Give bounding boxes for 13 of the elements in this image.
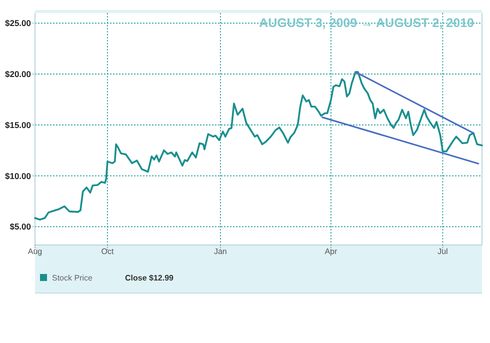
y-tick-label: $10.00 (5, 170, 32, 181)
legend-label: Stock Price (52, 274, 94, 282)
annotation: AUGUST 3, 2009 → AUGUST 2, 2010 (259, 16, 474, 30)
x-tick-label: Aug (28, 247, 42, 256)
x-tick-label: Apr (324, 247, 338, 256)
y-tick-label: $15.00 (5, 120, 32, 130)
y-tick-label: $20.00 (5, 69, 32, 80)
x-tick-label: Oct (101, 247, 114, 256)
text: Close $12.99 (125, 274, 174, 282)
y-tick-label: $25.00 (5, 18, 32, 28)
x-tick-label: Jul (438, 247, 448, 256)
x-tick-label: Jan (214, 247, 227, 256)
y-tick-label: $5.00 (10, 222, 32, 232)
